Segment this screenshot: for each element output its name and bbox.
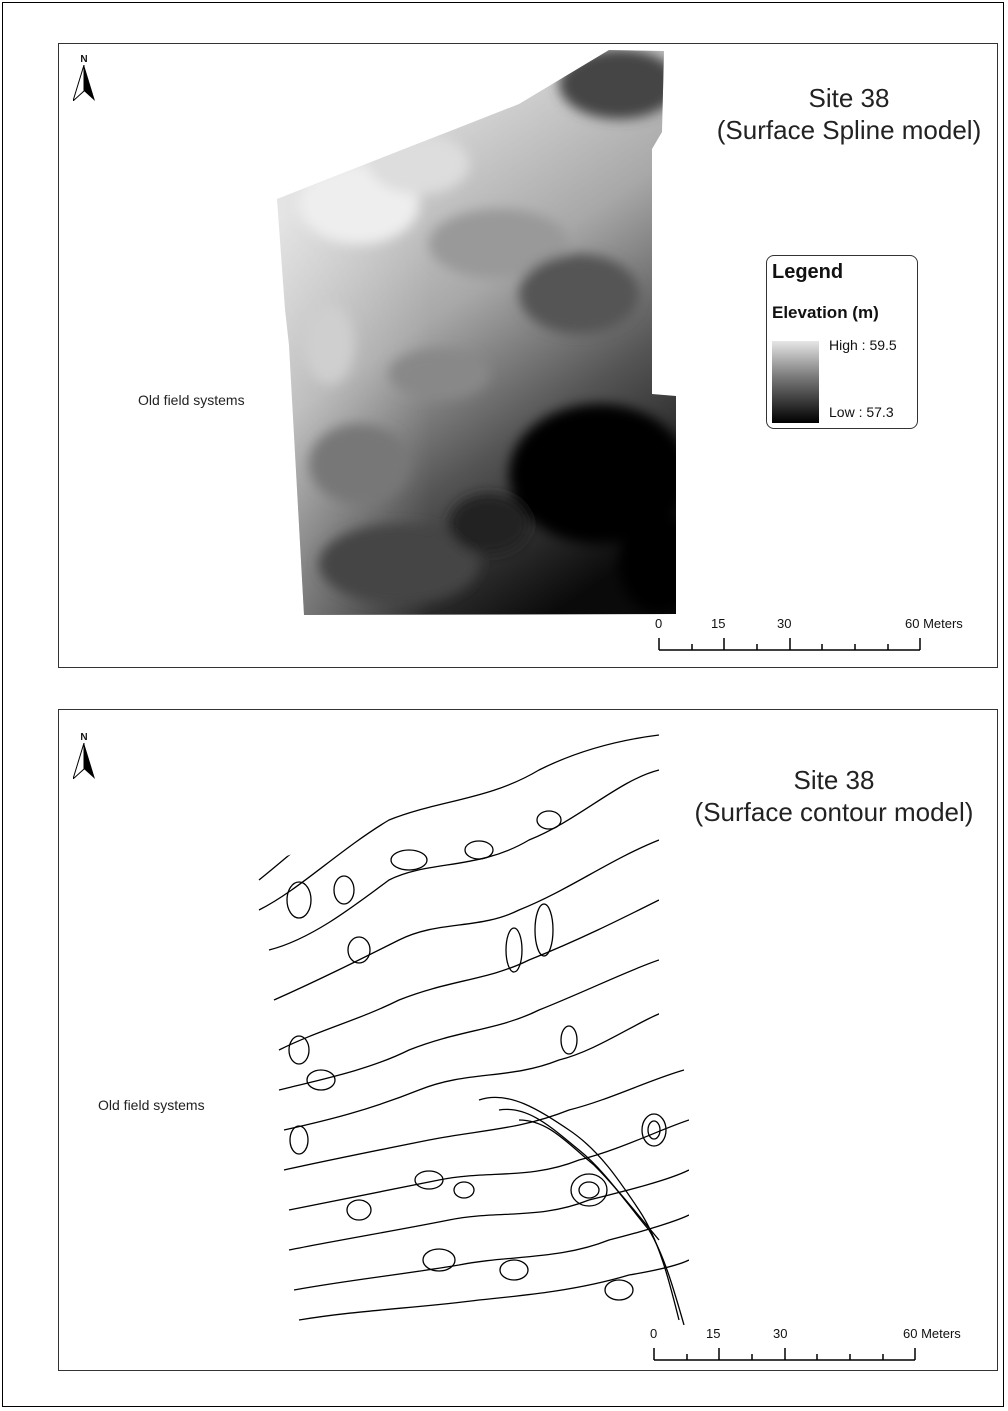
scale-label-15: 15 <box>711 616 726 631</box>
scale-label-30: 30 <box>773 1326 788 1341</box>
scale-bar: 0 15 30 60 Meters <box>649 1326 961 1366</box>
north-arrow-icon <box>71 742 95 781</box>
map-title-line2: (Surface contour model) <box>694 797 974 827</box>
map-title-line1: Site 38 <box>793 765 875 795</box>
north-label: N <box>80 54 88 65</box>
site-label: Old field systems <box>138 392 245 408</box>
scale-bar-ticks <box>658 638 921 651</box>
spline-map-panel: N Site 38 (Surface Spline model) Old fie… <box>58 43 998 668</box>
map-title: Site 38 (Surface contour model) <box>679 764 989 828</box>
legend-title: Legend <box>772 261 844 283</box>
contour-lines <box>258 719 689 1325</box>
map-title: Site 38 (Surface Spline model) <box>704 82 994 146</box>
scale-label-0: 0 <box>650 1326 658 1341</box>
legend: Legend Elevation (m) High : 59.5 Low : 5… <box>766 255 918 429</box>
spline-surface <box>277 50 676 615</box>
legend-low-label: Low : 57.3 <box>829 404 894 420</box>
scale-label-60: 60 Meters <box>905 616 963 631</box>
scale-bar: 0 15 30 60 Meters <box>652 616 963 656</box>
scale-bar-ticks <box>653 1348 916 1361</box>
legend-high-label: High : 59.5 <box>829 337 897 353</box>
legend-subtitle: Elevation (m) <box>772 303 879 322</box>
map-title-line1: Site 38 <box>808 83 890 113</box>
map-title-line2: (Surface Spline model) <box>716 115 982 145</box>
north-arrow: N <box>71 732 95 784</box>
north-arrow: N <box>71 54 95 106</box>
north-arrow-icon <box>71 64 95 103</box>
scale-label-0: 0 <box>655 616 663 631</box>
scale-label-60: 60 Meters <box>903 1326 961 1341</box>
scale-label-15: 15 <box>706 1326 721 1341</box>
elevation-color-ramp <box>772 341 819 423</box>
spline-elevation-raster <box>277 50 676 615</box>
site-label: Old field systems <box>98 1097 205 1113</box>
contour-set <box>258 719 689 1325</box>
contour-map-panel: N Site 38 (Surface contour model) Old fi… <box>58 709 998 1371</box>
scale-label-30: 30 <box>777 616 792 631</box>
north-label: N <box>80 732 88 743</box>
